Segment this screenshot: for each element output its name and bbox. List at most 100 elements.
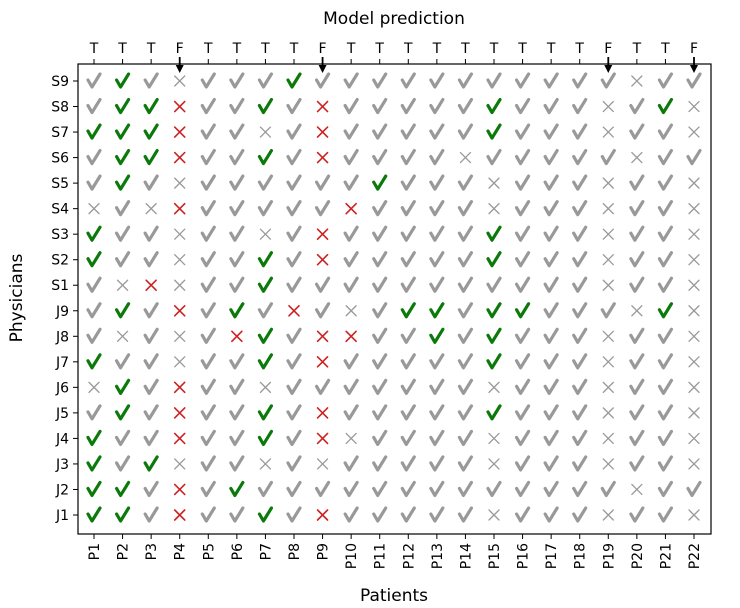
mark-S2-P18-correct [572,251,588,268]
mark-S1-P4-wrong [174,279,186,291]
mark-S4-P6-correct [229,200,245,217]
mark-J9-P10-wrong [345,305,357,317]
mark-J6-P19-wrong [602,381,614,394]
mark-S3-P21-correct [657,225,674,242]
x-tick-label-P13: P13 [430,543,446,569]
mark-J4-P22-wrong [688,432,700,445]
mark-J1-P15-wrong [488,509,500,521]
mark-S2-P21-correct [657,251,674,268]
mark-J4-P2-correct [114,429,131,447]
mark-S1-P6-correct [229,276,245,293]
mark-S6-P14-wrong [459,151,472,164]
mark-J5-P3-correct [143,404,159,421]
mark-S4-P15-wrong [488,202,500,215]
x-tick-label-P20: P20 [630,543,646,569]
mark-J2-P8-correct [286,480,302,498]
mark-J2-P20-wrong [631,483,643,496]
mark-J2-P6-correct-highlight [229,480,245,498]
mark-J7-P21-correct [657,353,674,370]
mark-J8-P6-wrong-highlight [231,330,243,343]
mark-S3-P2-correct [114,225,131,242]
prediction-label-P14: T [460,41,470,57]
mark-S5-P13-correct [429,174,445,191]
mark-S5-P21-correct [657,174,674,191]
mark-S5-P6-correct [229,174,245,191]
y-tick-label-S3: S3 [51,227,69,243]
mark-S4-P1-wrong [88,202,100,215]
mark-S8-P19-wrong [602,100,614,113]
mark-S7-P3-correct-highlight [143,123,159,140]
chart-marks: P1 T P2 T P3 T P4 F P5 T P6 T P7 T P8 T P9 F P10 T P11 T P12 T P… [51,41,703,569]
mark-S6-P6-correct [229,148,245,166]
mark-J4-P6-correct [229,429,245,447]
mark-J9-P4-wrong-highlight [173,304,186,317]
mark-J1-P16-correct [514,506,531,523]
mark-S8-P21-correct-highlight [657,97,674,115]
mark-S2-P17-correct [543,251,559,268]
mark-J9-P5-correct [200,302,216,319]
x-tick-label-P11: P11 [373,543,389,569]
mark-S5-P17-correct [543,174,559,191]
mark-S4-P8-correct [286,200,302,217]
mark-S1-P8-correct [286,276,302,293]
mark-S5-P8-correct [286,174,302,191]
mark-S9-P17-correct [543,72,559,89]
mark-S8-P17-correct [543,97,559,115]
x-tick-label-P3: P3 [144,543,160,560]
mark-S9-P6-correct [229,72,245,89]
mark-J5-P13-correct [429,404,445,421]
prediction-label-P19: F [604,41,612,57]
prediction-label-P10: T [346,41,356,57]
mark-S8-P16-correct [514,97,531,115]
mark-J2-P15-correct [486,480,502,498]
mark-S9-P9-correct [314,72,331,89]
mark-S7-P8-correct [286,123,302,140]
mark-S2-P13-correct [429,251,445,268]
mark-S4-P21-correct [657,200,674,217]
mark-J1-P18-correct [572,506,588,523]
mark-S3-P11-correct [372,225,388,242]
mark-S2-P20-correct [629,251,645,268]
mark-J5-P4-wrong-highlight [173,407,186,419]
mark-S2-P6-correct [229,251,245,268]
mark-S9-P20-wrong [631,75,643,87]
plot-frame [77,63,712,535]
mark-J5-P10-correct [343,404,359,421]
mark-S9-P18-correct [572,72,588,89]
mark-J5-P1-correct [86,404,102,421]
mark-S1-P1-correct [86,276,102,293]
mark-J4-P14-correct [457,429,474,447]
mark-J9-P11-correct [372,302,388,319]
mark-J6-P14-correct [457,378,474,395]
mark-J2-P17-correct [543,480,559,498]
mark-S2-P16-correct [514,251,531,268]
y-tick-label-J9: J9 [55,304,69,320]
mark-S9-P1-correct [86,72,102,89]
prediction-label-P1: T [89,41,99,57]
mark-S6-P2-correct-highlight [114,148,131,166]
mark-J7-P9-wrong-highlight [316,356,329,368]
mark-S4-P2-correct [114,200,131,217]
mark-S5-P18-correct [572,174,588,191]
mark-S9-P19-correct [600,72,616,89]
mark-S1-P9-correct [314,276,331,293]
prediction-label-P4: F [176,41,184,57]
mark-J8-P11-correct [372,327,388,344]
mark-J8-P2-wrong [116,330,129,342]
mark-S2-P8-correct [286,251,302,268]
mark-J6-P3-correct [143,378,159,395]
x-tick-label-P18: P18 [573,543,589,569]
y-tick-label-J6: J6 [55,380,69,396]
mark-J5-P7-correct-highlight [257,404,274,421]
mark-J5-P5-correct [200,404,216,421]
mark-S7-P11-correct [372,123,388,140]
y-tick-label-J8: J8 [55,329,69,345]
mark-S1-P11-correct [372,276,388,293]
chart-title: Model prediction [323,9,465,29]
mark-S1-P18-correct [572,276,588,293]
y-tick-label-S9: S9 [51,74,69,90]
mark-S8-P12-correct [400,97,416,115]
mark-J4-P11-correct [372,429,388,447]
mark-S6-P12-correct [400,148,416,166]
